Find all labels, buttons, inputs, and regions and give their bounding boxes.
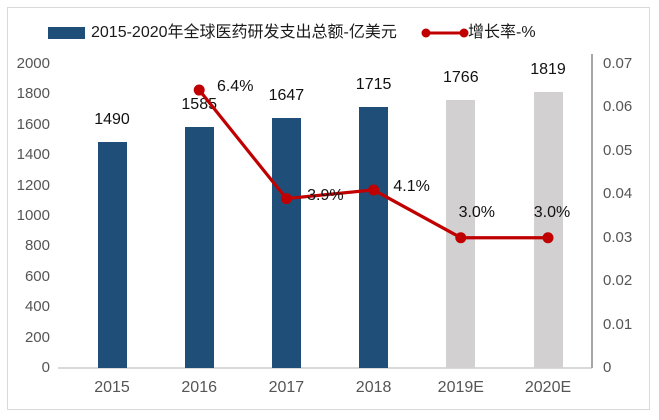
x-axis-label: 2017 — [268, 379, 305, 396]
line-point — [368, 184, 380, 196]
secondary-axis-tick-label: 0.07 — [603, 55, 633, 72]
secondary-axis-tick-label: 0.03 — [603, 228, 633, 246]
secondary-axis-tick-label: 0.04 — [603, 185, 633, 203]
y-axis-tick-label: 0 — [41, 359, 50, 376]
bar-value-label: 1766 — [443, 68, 479, 86]
y-axis-tick-label: 1600 — [16, 115, 50, 133]
bar-2015 — [97, 141, 127, 368]
y-axis-tick-label: 1800 — [16, 85, 50, 103]
x-axis-label: 2015 — [94, 379, 130, 396]
bar-value-label: 1490 — [94, 110, 130, 128]
secondary-axis-tick-label: 0.05 — [603, 141, 633, 159]
bar-legend-label: 2015-2020年全球医药研发支出总额-亿美元 — [91, 24, 397, 41]
y-axis-tick-label: 1400 — [16, 146, 50, 164]
x-axis-label: 2020E — [524, 379, 572, 396]
x-axis-label: 2018 — [355, 379, 392, 396]
bar-value-label: 1715 — [355, 76, 392, 94]
secondary-axis-tick-label: 0.02 — [603, 272, 633, 290]
y-axis-tick-label: 2000 — [16, 55, 50, 72]
secondary-axis-tick-label: 0 — [603, 359, 612, 376]
bar-value-label: 1647 — [268, 86, 305, 104]
x-axis-label: 2019E — [437, 379, 484, 396]
y-axis-tick-label: 800 — [24, 237, 50, 255]
line-point — [542, 232, 554, 244]
x-axis-baseline — [58, 366, 592, 369]
y-axis-tick-label: 600 — [24, 267, 50, 285]
line-legend-marker — [421, 28, 469, 38]
x-axis-label: 2016 — [181, 379, 217, 396]
line-value-label: 3.9% — [307, 186, 344, 204]
line-value-label: 3.0% — [458, 203, 496, 221]
y-axis-tick-label: 1200 — [16, 176, 50, 194]
line-point — [280, 193, 292, 205]
y-axis-tick-label: 1000 — [16, 207, 50, 224]
bar-value-label: 1819 — [530, 60, 566, 78]
growth-rate-line — [197, 89, 548, 240]
line-value-label: 3.0% — [533, 203, 571, 221]
bar-2017 — [271, 117, 301, 368]
line-point — [455, 232, 467, 244]
bar-2020E — [533, 91, 563, 368]
line-point — [193, 84, 205, 96]
line-value-label: 6.4% — [216, 78, 254, 96]
secondary-axis-tick-label: 0.06 — [603, 98, 633, 116]
bar-2016 — [184, 127, 214, 368]
y-axis-tick-label: 200 — [24, 328, 50, 346]
right-axis-line — [590, 54, 593, 368]
y-axis-tick-label: 400 — [24, 298, 50, 316]
secondary-axis-tick-label: 0.01 — [603, 315, 633, 333]
line-value-label: 4.1% — [393, 177, 430, 195]
bar-legend-swatch — [48, 27, 85, 39]
bar-2018 — [359, 107, 389, 368]
line-legend-label: 增长率-% — [468, 24, 536, 41]
